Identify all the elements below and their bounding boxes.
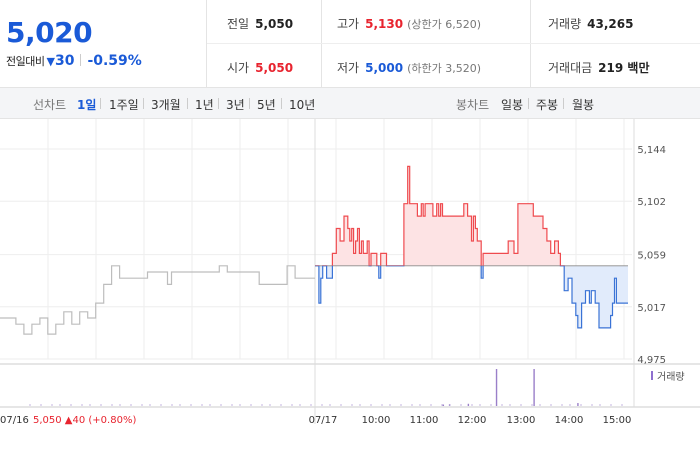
- today-area-down: [315, 265, 628, 328]
- prev-close: 전일 5,050: [227, 15, 293, 32]
- volume-legend: 거래량: [657, 371, 685, 383]
- upper-limit: (상한가 6,520): [407, 18, 481, 31]
- divider: [249, 98, 250, 109]
- volume-label: 거래량: [548, 17, 582, 31]
- low-label: 저가: [337, 61, 360, 75]
- tab-1day[interactable]: 1일: [77, 98, 97, 112]
- amount-label: 거래대금: [548, 61, 593, 75]
- lower-limit: (하한가 3,520): [407, 62, 481, 75]
- today-line-up: [315, 165, 565, 266]
- today-series: [315, 165, 628, 329]
- prev-day-label: 07/16: [0, 415, 29, 426]
- prev-close-value: 5,050: [255, 17, 294, 31]
- x-tick-label: 15:00: [603, 415, 632, 426]
- volume-value: 43,265: [587, 17, 634, 31]
- change-percent: -0.59%: [87, 53, 142, 69]
- volume: 거래량 43,265: [548, 15, 633, 32]
- change-value: 30: [54, 53, 75, 69]
- tab-10year[interactable]: 10년: [289, 98, 316, 112]
- x-tick-label: 13:00: [507, 415, 536, 426]
- divider: [281, 98, 282, 109]
- x-tick-label: 11:00: [410, 415, 439, 426]
- low-price: 저가 5,000 (하한가 3,520): [337, 59, 481, 76]
- down-arrow-icon: ▼: [46, 55, 55, 68]
- tab-monthly-candle[interactable]: 월봉: [572, 98, 595, 112]
- tab-3month[interactable]: 3개월: [151, 98, 181, 112]
- open-price: 시가 5,050: [227, 59, 293, 76]
- change-info: 전일대비 ▼30 -0.59%: [6, 53, 142, 69]
- price-chart-svg: 5,144 5,102 5,059 5,017 4,975 거래량 07/17 10:00 11…: [0, 119, 700, 426]
- tab-1year[interactable]: 1년: [195, 98, 214, 112]
- low-value: 5,000: [365, 61, 404, 75]
- x-tick-label: 10:00: [362, 415, 391, 426]
- divider: [218, 98, 219, 109]
- y-tick-label: 5,102: [637, 197, 666, 208]
- tab-1week[interactable]: 1주일: [109, 98, 139, 112]
- price-chart: 5,144 5,102 5,059 5,017 4,975 거래량 07/17 10:00 11…: [0, 119, 700, 450]
- volume-bars: [29, 369, 623, 406]
- tab-3year[interactable]: 3년: [226, 98, 245, 112]
- divider: [143, 98, 144, 109]
- y-tick-label: 5,144: [637, 145, 666, 156]
- today-line-down: [315, 265, 628, 329]
- prev-day-summary: 5,050 ▲40 (+0.80%): [33, 415, 136, 426]
- prev-day-series: [0, 265, 315, 335]
- high-price: 고가 5,130 (상한가 6,520): [337, 15, 481, 32]
- y-tick-label: 4,975: [637, 355, 666, 366]
- divider: [528, 98, 529, 109]
- tab-weekly-candle[interactable]: 주봉: [536, 98, 559, 112]
- open-value: 5,050: [255, 61, 294, 75]
- axis-labels: 5,144 5,102 5,059 5,017 4,975 거래량 07/17 10:00 11…: [0, 145, 685, 426]
- divider: [80, 54, 82, 66]
- tab-5year[interactable]: 5년: [257, 98, 276, 112]
- current-price-box: 5,020 전일대비 ▼30 -0.59%: [0, 0, 207, 87]
- chart-period-tabs: 선차트 1일 1주일 3개월 1년 3년 5년 10년 봉차트 일봉 주봉 월봉: [0, 88, 700, 119]
- divider: [563, 98, 564, 109]
- high-label: 고가: [337, 17, 360, 31]
- trade-amount: 거래대금 219 백만: [548, 59, 649, 76]
- x-tick-label: 07/17: [309, 415, 338, 426]
- divider: [187, 98, 188, 109]
- candle-chart-label: 봉차트: [456, 98, 490, 112]
- open-label: 시가: [227, 61, 250, 75]
- tab-daily-candle[interactable]: 일봉: [501, 98, 524, 112]
- line-chart-label: 선차트: [33, 98, 67, 112]
- change-label: 전일대비: [6, 55, 45, 68]
- prev-close-label: 전일: [227, 17, 250, 31]
- amount-value: 219 백만: [598, 61, 650, 75]
- quote-header: 5,020 전일대비 ▼30 -0.59% 전일 5,050 시가 5,050 고가 5,…: [0, 0, 700, 88]
- divider: [207, 43, 700, 44]
- high-value: 5,130: [365, 17, 404, 31]
- x-tick-label: 14:00: [555, 415, 584, 426]
- current-price: 5,020: [6, 16, 93, 49]
- y-tick-label: 5,059: [637, 251, 666, 262]
- x-tick-label: 12:00: [458, 415, 487, 426]
- prev-day-line: [0, 265, 315, 335]
- y-tick-label: 5,017: [637, 303, 666, 314]
- volume-legend-swatch: [651, 371, 653, 380]
- divider: [100, 98, 101, 109]
